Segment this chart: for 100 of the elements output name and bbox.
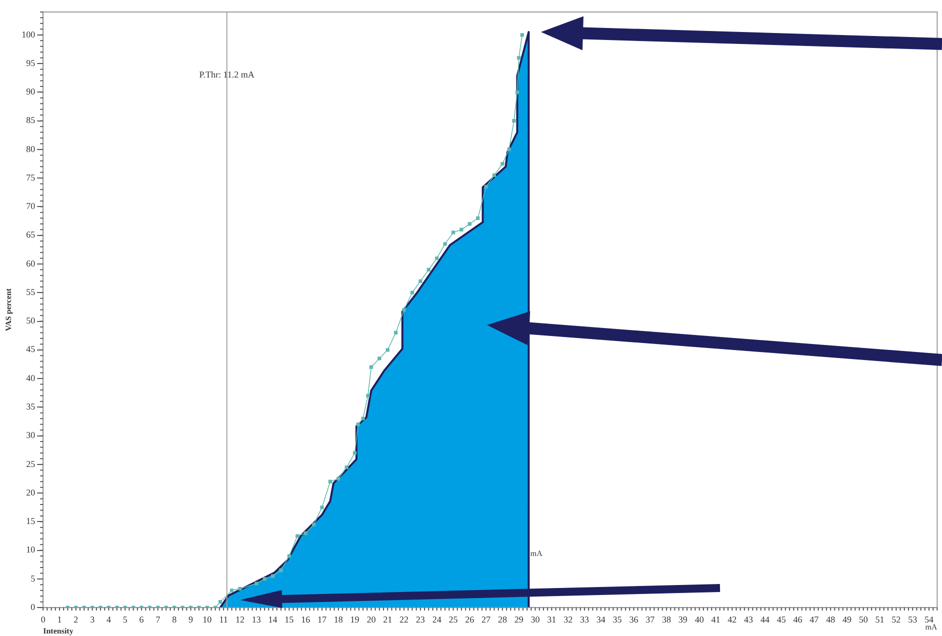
ref-line-label: P.Thr: 11.2 mA [199,69,255,80]
y-tick-label: 30 [26,430,36,440]
x-tick-label: 17 [317,614,327,624]
point [218,600,222,604]
y-tick-label: 95 [26,58,36,68]
x-tick-label: 4 [106,614,112,624]
x-axis-title: Intensity [43,626,74,636]
point [435,256,439,260]
point [512,119,516,123]
x-tick-label: 30 [530,614,540,624]
point [418,279,422,283]
x-tick-label: 28 [498,614,508,624]
x-tick-label: 39 [678,614,688,624]
x-tick-label: 47 [810,614,820,624]
point [500,162,504,166]
point [520,33,524,37]
y-tick-label: 85 [26,115,36,126]
y-tick-label: 0 [30,602,36,612]
x-tick-label: 21 [383,614,392,624]
y-tick-label: 5 [30,573,36,584]
x-tick-label: 2 [74,614,78,624]
x-tick-label: 33 [580,614,590,624]
y-tick-label: 75 [26,172,36,182]
x-tick-label: 54 [924,614,934,624]
x-tick-label: 42 [728,614,737,624]
point [287,554,291,558]
x-tick-label: 53 [908,614,918,624]
x-tick-label: 5 [122,614,128,624]
x-tick-label: 25 [448,614,458,624]
x-tick-label: 15 [284,614,294,624]
point [344,465,348,470]
x-tick-label: 52 [892,614,901,624]
point [492,173,496,178]
text: mA [925,622,938,632]
x-tick-label: 46 [793,614,803,624]
x-tick-label: 35 [612,614,622,624]
point [484,184,488,188]
x-tick-label: 49 [842,614,852,624]
y-tick-label: 15 [26,516,36,526]
point [296,534,300,538]
y-tick-label: 90 [26,86,36,97]
x-tick-label: 34 [596,614,606,624]
y-tick-label: 20 [26,487,36,498]
point [328,480,332,484]
y-tick-label: 40 [26,372,36,383]
x-tick-label: 38 [662,614,672,624]
x-tick-label: 23 [416,614,426,624]
point [279,568,283,572]
x-tick-label: 31 [547,614,556,624]
y-tick-label: 50 [26,316,36,326]
x-tick-label: 19 [350,614,360,624]
point [378,356,382,360]
point [507,148,511,152]
x-tick-label: 44 [760,614,770,624]
y-axis-title: VAS percent [4,288,13,332]
point [320,506,324,510]
point [369,365,374,369]
x-tick-label: 16 [301,614,311,624]
point [366,394,370,398]
y-tick-label: 100 [22,29,36,40]
x-tick-label: 11 [219,614,228,624]
y-tick-label: 45 [26,344,36,354]
x-tick-label: 37 [646,614,656,624]
x-tick-label: 50 [858,614,868,624]
x-tick-label: 9 [188,614,194,624]
point [468,222,472,226]
x-tick-label: 29 [514,614,524,624]
x-tick-label: 7 [156,614,161,624]
point [460,228,464,232]
y-tick-label: 65 [26,230,36,240]
x-tick-label: 41 [711,614,720,624]
x-tick-label: 12 [235,614,244,624]
x-tick-label: 24 [432,614,442,624]
point [238,586,242,591]
y-tick-label: 35 [26,402,36,412]
x-tick-label: 10 [202,614,212,624]
x-tick-label: 45 [776,614,786,624]
y-tick-label: 70 [26,201,36,212]
x-tick-label: 27 [482,614,492,624]
point [356,422,360,426]
x-tick-label: 40 [694,614,704,624]
point [361,416,365,420]
x-tick-label: 43 [744,614,754,624]
point [352,451,357,455]
point [402,308,406,312]
x-tick-label: 0 [40,614,46,624]
x-tick-label: 14 [268,614,278,624]
point [451,230,456,234]
annotation: mA [530,549,543,558]
point [394,330,398,335]
x-tick-label: 20 [366,614,376,624]
x-tick-label: 6 [139,614,144,624]
point [517,56,521,60]
point [270,574,275,578]
x-tick-label: 13 [252,614,262,624]
point [476,216,480,220]
x-tick-label: 3 [90,614,96,624]
point [336,476,340,481]
point [304,531,308,535]
x-tick-label: 36 [629,614,639,624]
